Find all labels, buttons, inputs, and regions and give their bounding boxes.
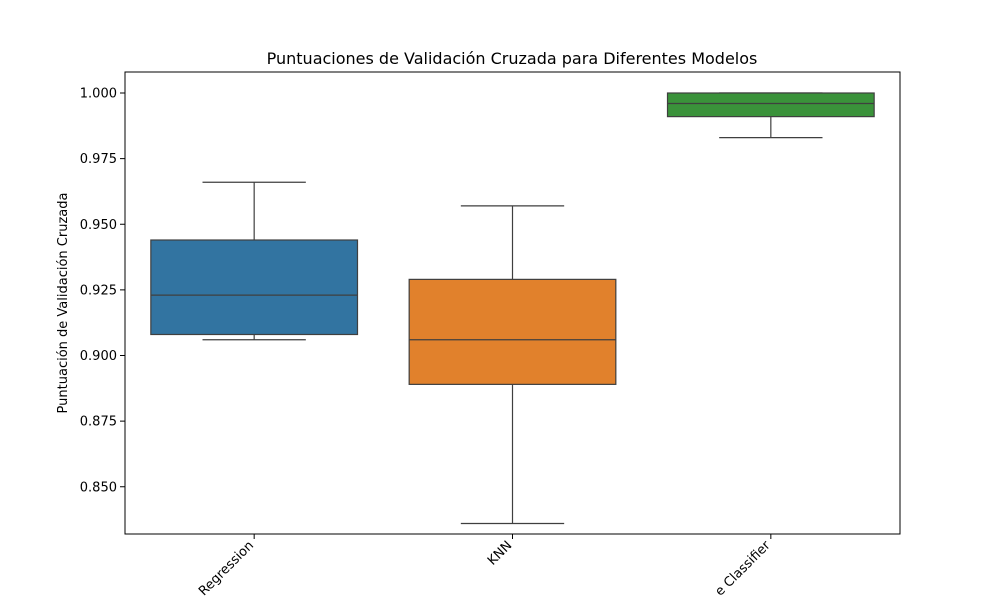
x-axis: Regression KNN e Classifier	[196, 534, 774, 599]
y-tick-label: 0.900	[80, 349, 117, 364]
y-tick-label: 0.950	[80, 218, 117, 233]
y-tick-label: 0.850	[80, 480, 117, 495]
box-body	[666, 92, 875, 118]
x-tick-label: e Classifier	[713, 538, 775, 600]
box-body	[408, 278, 617, 385]
box-regression	[150, 181, 359, 341]
plot-area	[150, 92, 875, 525]
y-tick-label: 0.875	[80, 415, 117, 430]
y-tick-label: 0.925	[80, 283, 117, 298]
y-tick-label: 1.000	[80, 87, 117, 102]
chart-title: Puntuaciones de Validación Cruzada para …	[267, 49, 758, 68]
y-axis-label: Puntuación de Validación Cruzada	[56, 193, 71, 414]
box-e-classifier	[666, 92, 875, 139]
box-body	[150, 239, 359, 336]
y-axis: 0.850 0.875 0.900 0.925 0.950 0.975 1.000	[80, 87, 125, 495]
x-tick-label: Regression	[196, 538, 257, 599]
box-knn	[408, 205, 617, 525]
y-tick-label: 0.975	[80, 152, 117, 167]
x-tick-label: KNN	[485, 538, 515, 568]
